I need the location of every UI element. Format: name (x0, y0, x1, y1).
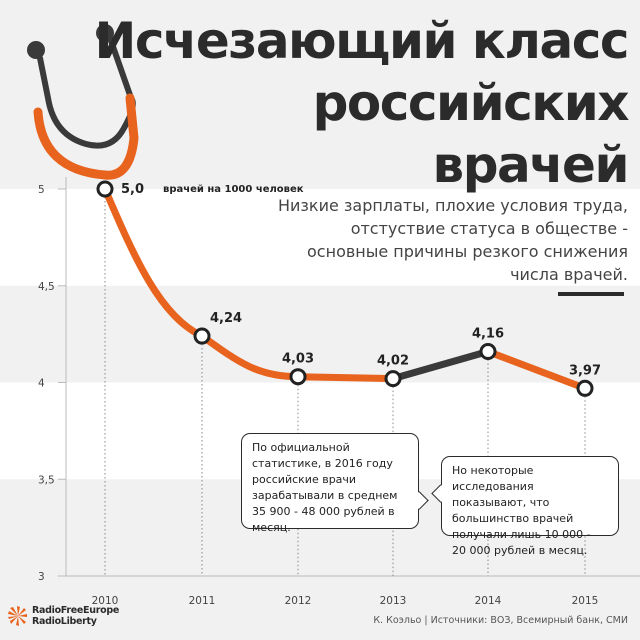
stethoscope-tube (33, 93, 139, 180)
subtitle: Низкие зарплаты, плохие условия труда, о… (277, 196, 628, 284)
rferl-logo-text: RadioFreeEurope RadioLiberty (32, 605, 119, 627)
research-note: Но некоторые исследования показывают, чт… (431, 456, 619, 557)
research-text: Но некоторые исследования показывают, чт… (452, 464, 591, 557)
data-label: 5,0 (121, 182, 144, 197)
series-line-segment (198, 332, 302, 381)
official-statistics-text: По официальной статистике, в 2016 году р… (252, 441, 398, 534)
data-label: 4,16 (472, 327, 504, 342)
data-label: 4,02 (377, 354, 409, 369)
data-point (479, 343, 497, 361)
y-tick-label: 5 (38, 184, 45, 196)
data-label: 4,24 (210, 311, 242, 326)
series-line-segment (101, 185, 206, 340)
x-tick-label: 2012 (285, 595, 312, 607)
y-tick-label: 4,5 (38, 281, 55, 293)
official-statistics-note: По официальной статистике, в 2016 году р… (241, 433, 429, 534)
grid-band (0, 189, 640, 286)
x-tick-label: 2011 (189, 595, 216, 607)
stethoscope-earpiece-right-icon (96, 24, 114, 42)
y-tick-label: 4 (38, 378, 45, 390)
title-line-3: врачей (432, 136, 630, 194)
rferl-logo-icon (8, 606, 27, 626)
x-tick-label: 2015 (572, 595, 599, 607)
stethoscope-earpiece-left-icon (27, 41, 45, 59)
y-tick-label: 3 (38, 571, 45, 583)
data-point (289, 368, 307, 386)
data-point (193, 327, 211, 345)
first-point-note: врачей на 1000 человек (163, 184, 304, 195)
data-label: 3,97 (569, 363, 601, 378)
x-tick-label: 2013 (380, 595, 407, 607)
series-line-segment (484, 348, 589, 392)
x-tick-label: 2014 (475, 595, 502, 607)
series-line-segment (294, 373, 397, 383)
series-line-segment (389, 348, 492, 383)
credits: К. Коэльо | Источники: ВОЗ, Всемирный ба… (373, 615, 628, 626)
rferl-logo: RadioFreeEurope RadioLiberty (8, 605, 119, 627)
data-point (96, 180, 114, 198)
logo-line-1: RadioFreeEurope (32, 605, 119, 616)
data-point (576, 379, 594, 397)
data-point (384, 370, 402, 388)
y-tick-label: 3,5 (38, 474, 55, 486)
x-tick-label: 2010 (92, 595, 119, 607)
subtitle-underline (558, 292, 624, 296)
title-line-1: Исчезающий класс (94, 12, 630, 70)
data-label: 4,03 (282, 352, 314, 367)
title-line-2: российских (312, 74, 630, 132)
logo-line-2: RadioLiberty (32, 616, 97, 627)
